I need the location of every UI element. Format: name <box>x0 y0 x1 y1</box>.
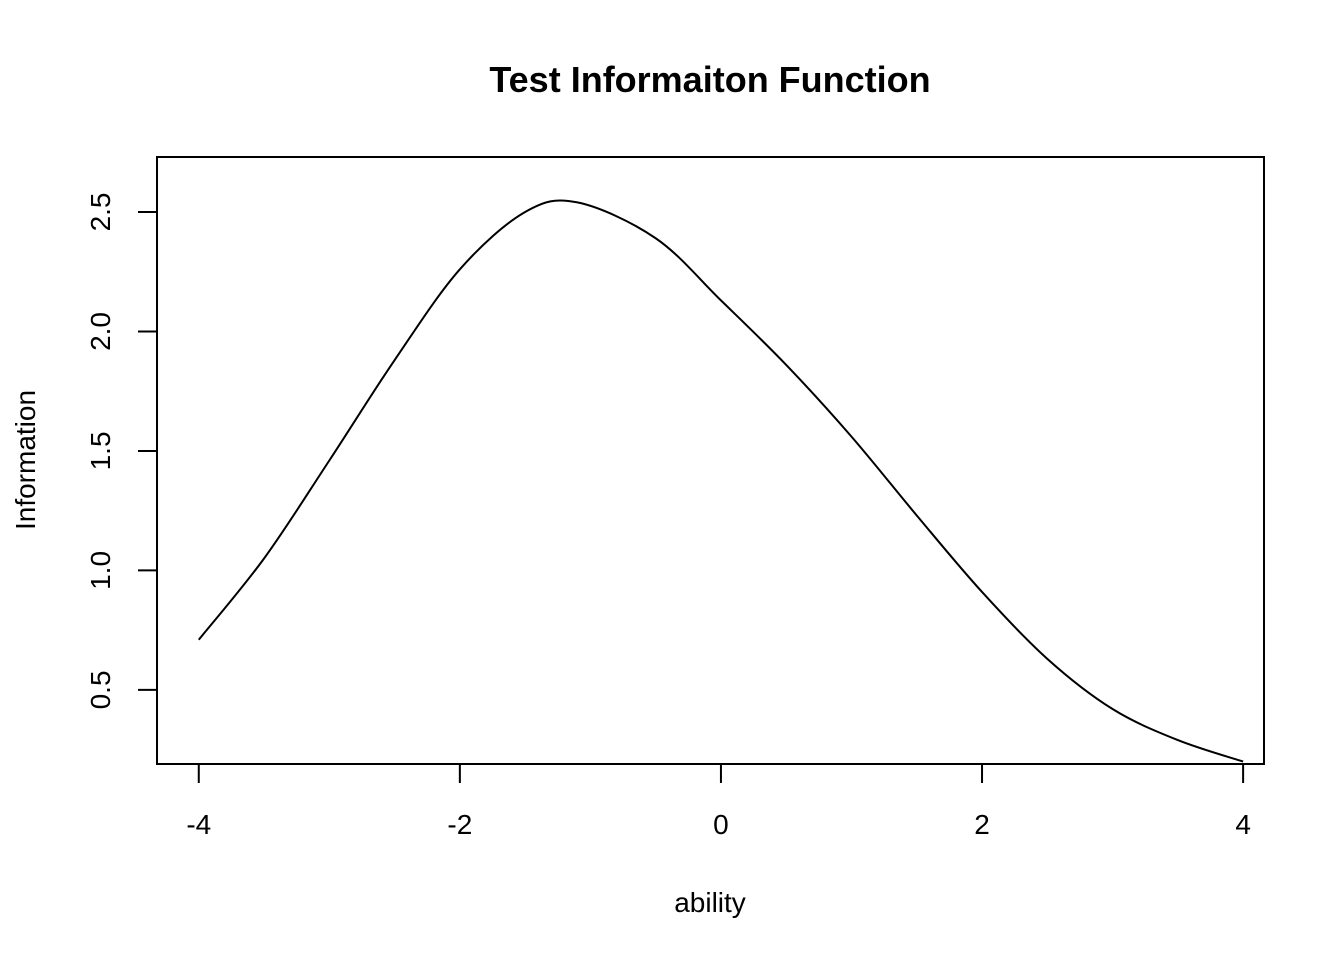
series-layer <box>197 199 1244 763</box>
plot-frame <box>156 156 1265 765</box>
x-tick-label: -4 <box>186 809 211 840</box>
x-axis-label: ability <box>674 887 746 918</box>
x-tick-label: -2 <box>447 809 472 840</box>
x-tick-label: 4 <box>1235 809 1251 840</box>
chart-title: Test Informaiton Function <box>489 59 930 100</box>
x-tick-label: 0 <box>713 809 729 840</box>
y-axis: 0.5 1.0 1.5 2.0 2.5 <box>85 192 158 709</box>
y-tick-label: 2.5 <box>85 192 116 231</box>
x-axis: -4 -2 0 2 4 <box>186 763 1251 840</box>
series-line <box>197 199 1244 763</box>
y-tick-label: 1.0 <box>85 551 116 590</box>
y-axis-label: Information <box>10 390 41 530</box>
y-tick-label: 1.5 <box>85 431 116 470</box>
y-tick-label: 0.5 <box>85 670 116 709</box>
x-tick-label: 2 <box>974 809 990 840</box>
y-tick-label: 2.0 <box>85 312 116 351</box>
